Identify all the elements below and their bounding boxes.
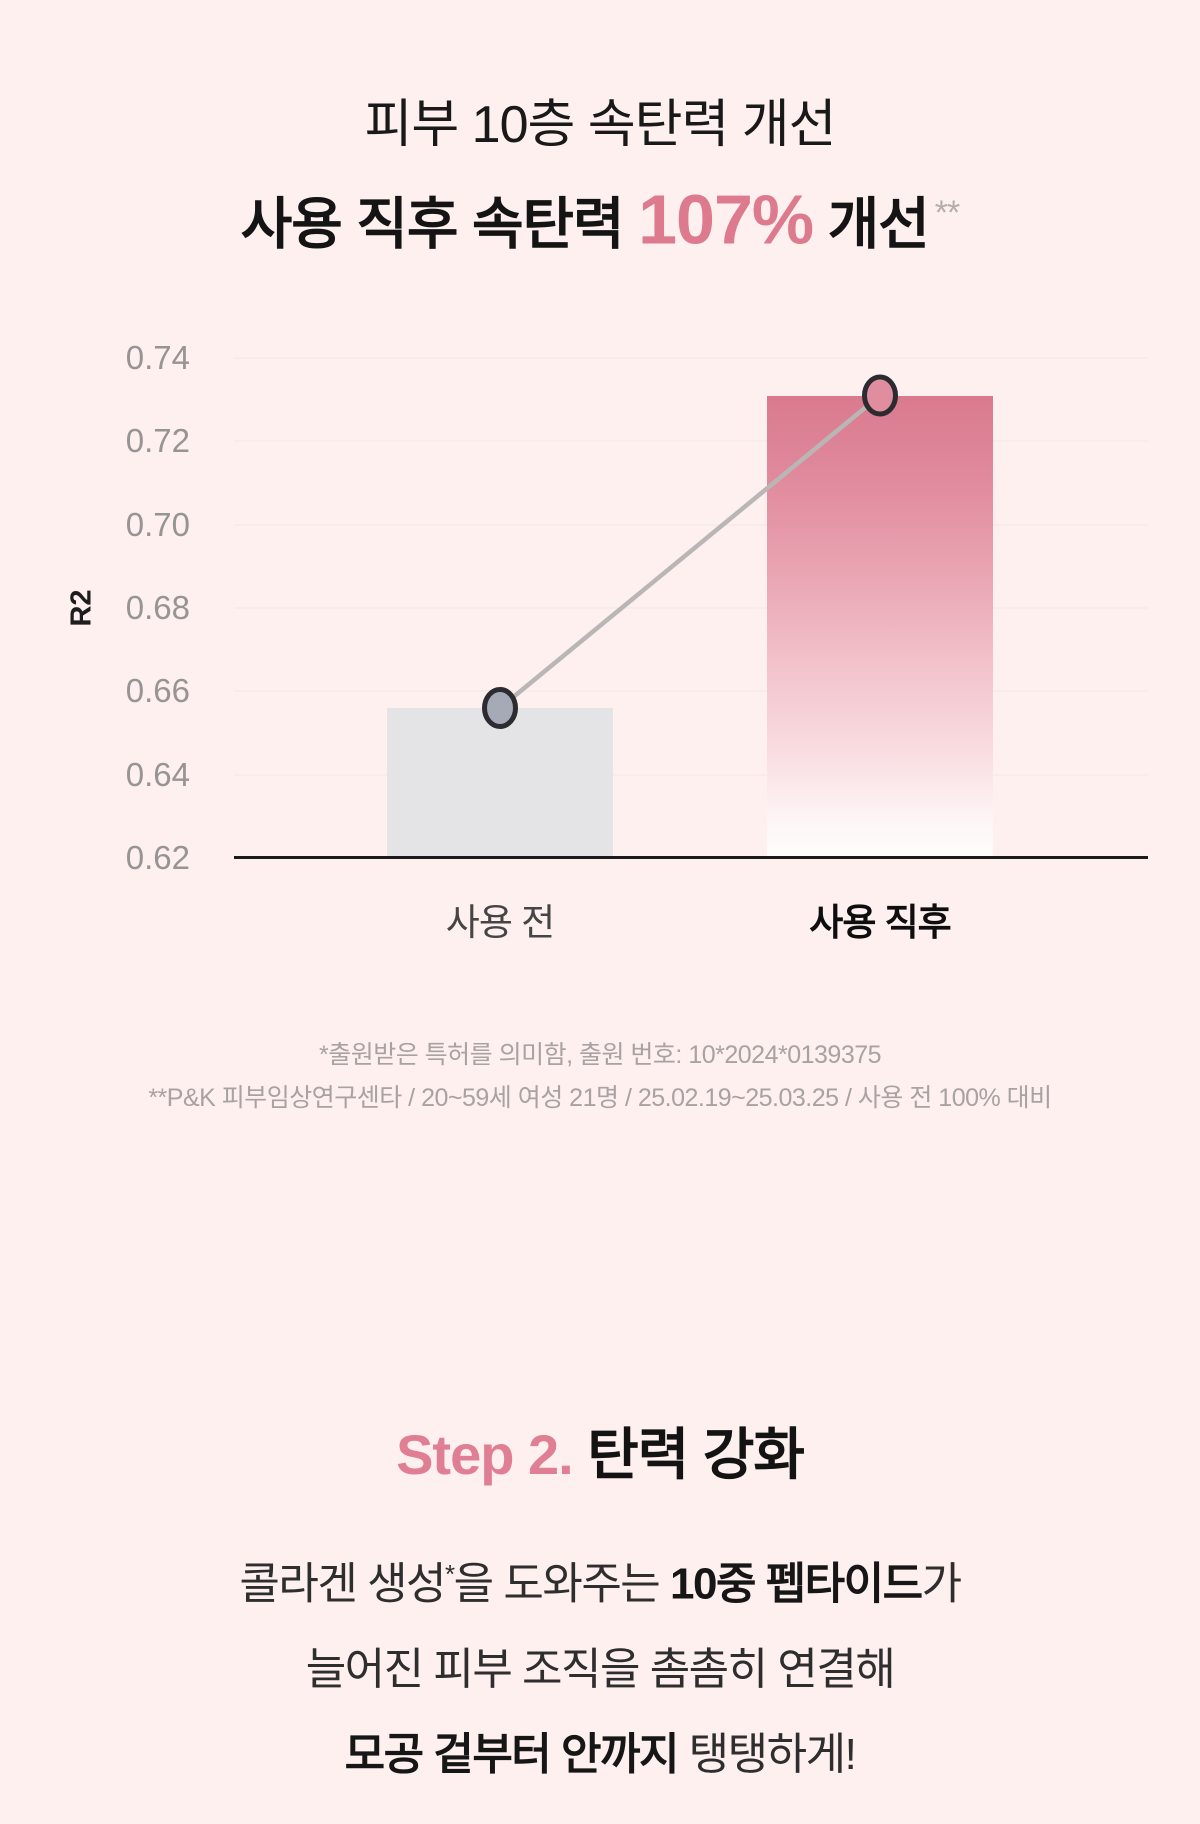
- page-title: 피부 10층 속탄력 개선: [364, 96, 837, 154]
- body-line-1-bold: 10중 펩타이드: [670, 1559, 923, 1609]
- subtitle-highlight-value: 107%: [638, 180, 814, 259]
- bar-before-use: [387, 708, 613, 858]
- body-line-2: 늘어진 피부 조직을 촘촘히 연결해: [305, 1644, 896, 1694]
- body-line-1: 콜라겐 생성*을 도와주는 10중 펩타이드가: [0, 1532, 1200, 1627]
- y-tick-label: 0.70: [125, 505, 190, 543]
- y-tick-label: 0.62: [125, 839, 190, 876]
- step-heading: Step 2. 탄력 강화: [0, 1410, 1200, 1491]
- body-line-1-seg1: 콜라겐 생성: [239, 1559, 446, 1609]
- subtitle-prefix: 사용 직후 속탄력: [240, 192, 639, 256]
- gridline: [234, 690, 1148, 693]
- footnote-line-2: **P&K 피부임상연구센타 / 20~59세 여성 21명 / 25.02.1…: [148, 1084, 1052, 1112]
- x-category-label: 사용 직후: [809, 902, 951, 943]
- gridline: [234, 773, 1148, 776]
- body-line-1-sup: *: [445, 1559, 455, 1589]
- y-tick-label: 0.68: [125, 589, 190, 626]
- y-tick-label: 0.66: [125, 672, 190, 710]
- x-axis-line: [234, 856, 1148, 859]
- gridline: [234, 607, 1148, 609]
- body-line-1-seg2: 을 도와주는: [453, 1559, 671, 1609]
- gridline: [234, 440, 1148, 443]
- body-line-1-seg3: 가: [921, 1559, 962, 1609]
- data-point-before-use: [482, 687, 518, 729]
- y-tick-label: 0.72: [125, 422, 190, 460]
- y-axis-title: R2: [65, 589, 98, 627]
- chart-footnotes: *출원받은 특허를 의미함, 출원 번호: 10*2024*0139375 **…: [0, 1034, 1200, 1120]
- subtitle-suffix: 개선: [813, 192, 930, 256]
- step-description: 콜라겐 생성*을 도와주는 10중 펩타이드가 늘어진 피부 조직을 촘촘히 연…: [0, 1532, 1200, 1797]
- body-line-3-rest: 탱탱하게!: [677, 1729, 857, 1779]
- bar-after-use: [767, 395, 993, 858]
- trend-line-overlay: [482, 374, 898, 729]
- step-label: Step 2.: [396, 1423, 574, 1486]
- step-title: 탄력 강화: [572, 1423, 805, 1486]
- x-category-label: 사용 전: [445, 902, 555, 943]
- y-tick-label: 0.64: [125, 755, 190, 793]
- data-point-after-use: [862, 374, 898, 417]
- page-subtitle: 사용 직후 속탄력 107% 개선 **: [0, 168, 1200, 270]
- y-tick-label: 0.74: [125, 339, 190, 376]
- subtitle-footnote-marker: **: [934, 194, 960, 232]
- footnote-line-1: *출원받은 특허를 의미함, 출원 번호: 10*2024*0139375: [318, 1041, 882, 1069]
- body-line-3: 모공 겉부터 안까지 탱탱하게!: [0, 1712, 1200, 1797]
- body-line-3-bold: 모공 겉부터 안까지: [344, 1729, 680, 1779]
- gridline: [234, 357, 1148, 359]
- trend-line: [498, 393, 882, 710]
- gridline: [234, 523, 1148, 526]
- elasticity-chart-plot-area: R2 0.74 0.72 0.70 0.68 0.66 0.64 0.62 사용 전 사용 직후: [66, 339, 1148, 943]
